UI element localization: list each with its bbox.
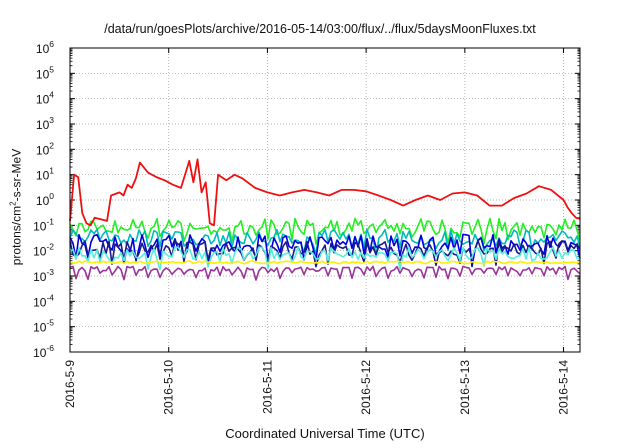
- y-tick-label: 101: [36, 166, 54, 183]
- y-tick-label: 10-1: [33, 216, 54, 233]
- x-tick-label: 2016-5-12: [359, 360, 373, 415]
- series-line-8: [69, 265, 581, 281]
- y-tick-label: 103: [36, 115, 54, 132]
- x-tick-label: 2016-5-10: [162, 360, 176, 415]
- y-tick-label: 102: [36, 140, 54, 157]
- series-line-4: [69, 233, 581, 268]
- y-tick-label: 106: [36, 39, 54, 56]
- x-tick-label: 2016-5-11: [260, 360, 274, 414]
- y-tick-label: 10-2: [33, 242, 54, 259]
- series-line-6: [69, 246, 581, 271]
- y-tick-label: 10-3: [33, 267, 54, 284]
- x-tick-label: 2016-5-14: [557, 360, 571, 415]
- x-axis-label: Coordinated Universal Time (UTC): [225, 426, 425, 441]
- series-line-7: [70, 260, 581, 265]
- y-tick-label: 10-4: [33, 292, 54, 309]
- y-tick-label: 100: [36, 191, 54, 208]
- x-tick-label: 2016-5-13: [458, 360, 472, 415]
- series-line-1: [69, 158, 581, 227]
- y-tick-label: 105: [36, 64, 54, 81]
- chart-title: /data/run/goesPlots/archive/2016-05-14/0…: [104, 22, 536, 36]
- y-tick-label: 104: [36, 90, 54, 107]
- y-tick-label: 10-5: [33, 318, 54, 335]
- series-line-2: [69, 217, 581, 245]
- series-line-5: [69, 239, 581, 268]
- plot-frame: [69, 47, 581, 353]
- x-tick-label: 2016-5-9: [63, 360, 77, 408]
- y-tick-label: 10-6: [33, 343, 54, 360]
